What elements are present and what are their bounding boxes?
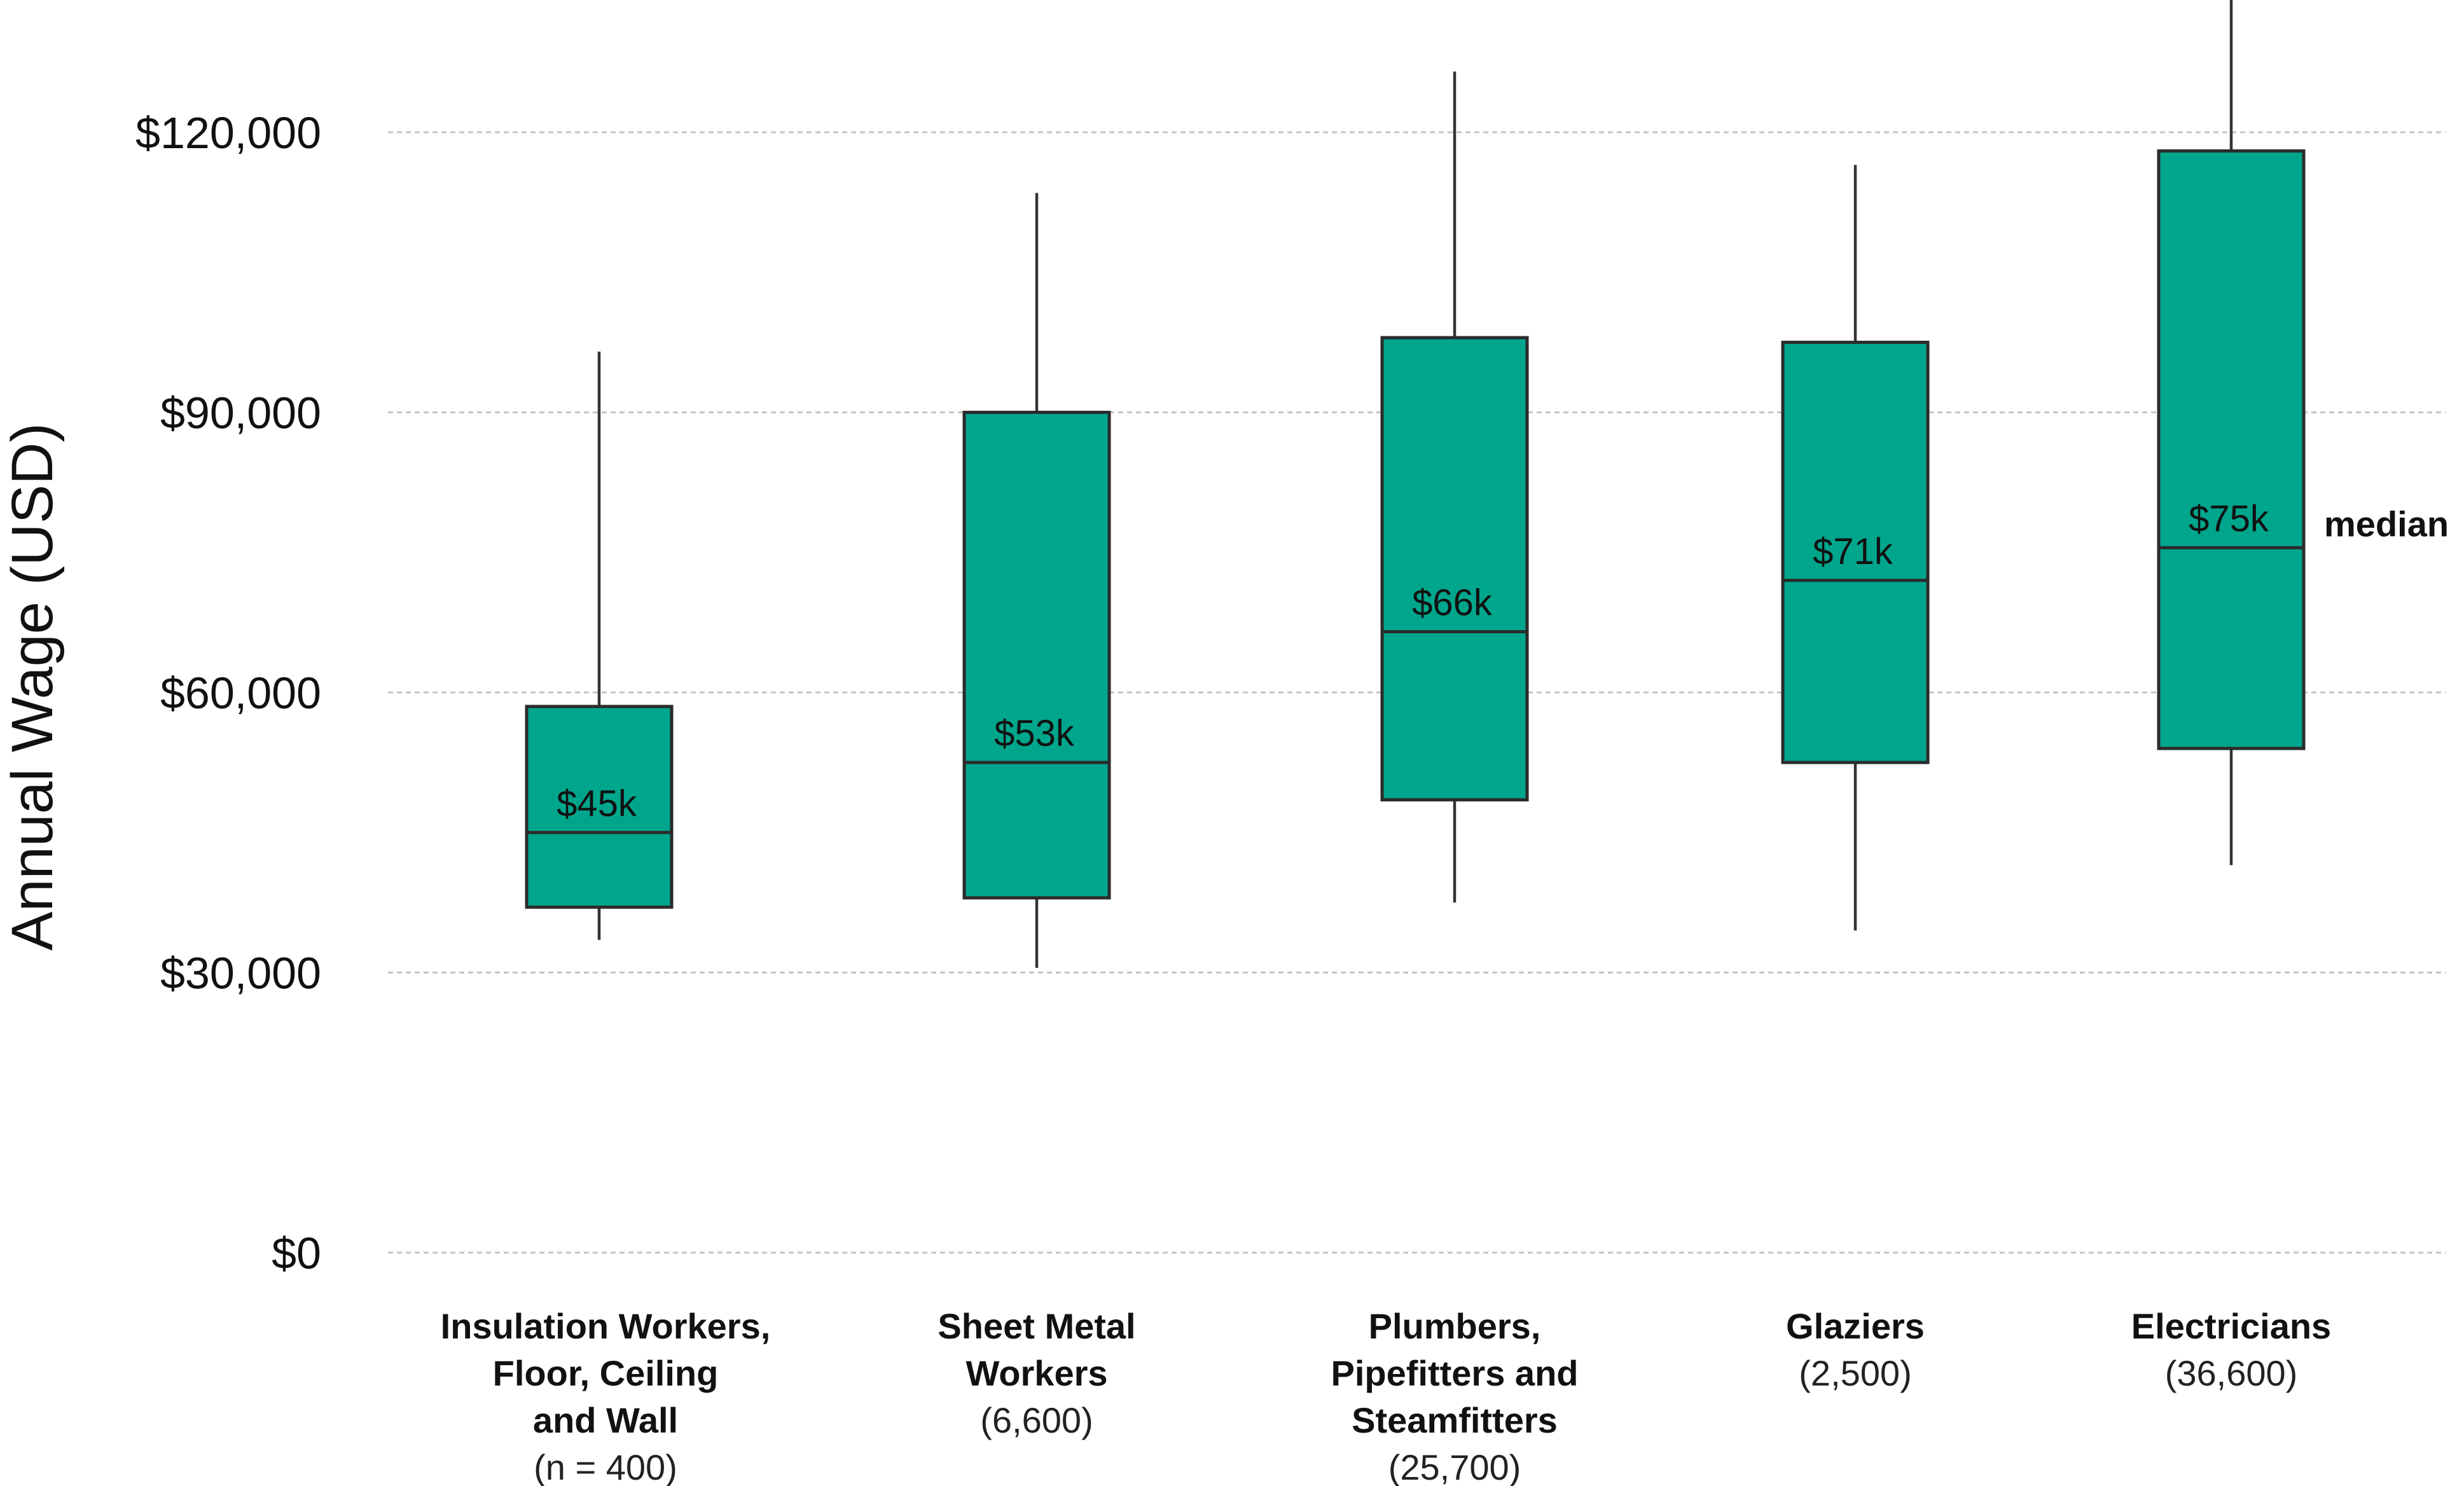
category-name-2-line-2: Steamfitters — [1352, 1400, 1558, 1440]
y-axis-tick-labels: $0 $30,000 $60,000 $90,000 $120,000 — [135, 108, 321, 1278]
category-count-4: (36,600) — [2165, 1353, 2298, 1393]
box-group-0: $45k — [525, 352, 674, 940]
category-name-1-line-0: Sheet Metal — [938, 1306, 1135, 1346]
y-axis-title: Annual Wage (USD) — [0, 423, 65, 951]
y-tick-label-3: $90,000 — [160, 389, 321, 438]
median-label-1: $53k — [994, 713, 1075, 754]
median-label-0: $45k — [557, 783, 637, 824]
y-tick-label-1: $30,000 — [160, 949, 321, 998]
category-name-0-line-1: Floor, Ceiling — [493, 1353, 719, 1393]
median-label-3: $71k — [1813, 531, 1893, 572]
category-count-0: (n = 400) — [534, 1447, 677, 1486]
category-labels: Insulation Workers, Floor, Ceiling and Wal… — [441, 1306, 2332, 1486]
box-group-4: $75k — [2157, 0, 2306, 865]
category-name-2-line-0: Plumbers, — [1369, 1306, 1541, 1346]
category-name-0-line-2: and Wall — [533, 1400, 678, 1440]
median-label-4: $75k — [2189, 498, 2269, 539]
median-label-2: $66k — [1412, 582, 1493, 624]
category-count-3: (2,500) — [1799, 1353, 1911, 1393]
box-group-3: $71k — [1781, 165, 1930, 931]
category-count-1: (6,600) — [980, 1400, 1093, 1440]
y-tick-label-4: $120,000 — [135, 108, 321, 158]
box-group-1: $53k — [962, 193, 1111, 968]
iqr-box-2 — [1380, 336, 1529, 802]
category-name-1-line-1: Workers — [966, 1353, 1107, 1393]
median-annotation: median — [2324, 504, 2449, 544]
category-count-2: (25,700) — [1388, 1447, 1521, 1486]
y-tick-label-0: $0 — [272, 1228, 321, 1278]
iqr-box-1 — [962, 411, 1111, 900]
iqr-box-0 — [525, 705, 674, 909]
box-series: $45k $53k $66k $71k $75k — [525, 0, 2306, 968]
category-name-0-line-0: Insulation Workers, — [441, 1306, 771, 1346]
y-tick-label-2: $60,000 — [160, 668, 321, 718]
category-name-2-line-1: Pipefitters and — [1331, 1353, 1579, 1393]
iqr-box-4 — [2157, 149, 2306, 750]
iqr-box-3 — [1781, 340, 1930, 764]
category-name-3-line-0: Glaziers — [1786, 1306, 1925, 1346]
box-group-2: $66k — [1380, 71, 1529, 903]
category-name-4-line-0: Electricians — [2131, 1306, 2331, 1346]
